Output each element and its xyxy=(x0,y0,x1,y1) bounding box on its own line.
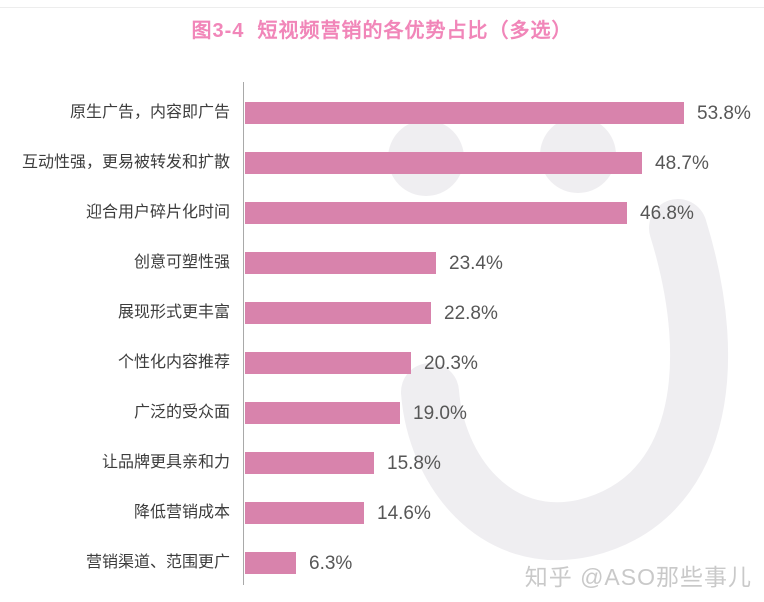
watermark-credit: 知乎 @ASO那些事儿 xyxy=(524,564,752,590)
category-label: 个性化内容推荐 xyxy=(117,354,230,371)
bar xyxy=(245,102,684,124)
value-label: 19.0% xyxy=(413,403,467,424)
category-label: 让品牌更具亲和力 xyxy=(101,454,230,471)
value-label: 20.3% xyxy=(424,353,478,374)
category-label: 降低营销成本 xyxy=(133,504,230,521)
chart-title: 图3-4 短视频营销的各优势占比（多选） xyxy=(191,20,573,42)
bar xyxy=(245,552,296,574)
bar xyxy=(245,252,436,274)
value-label: 15.8% xyxy=(387,453,441,474)
value-label: 22.8% xyxy=(444,303,498,324)
top-divider xyxy=(0,7,764,8)
category-label: 互动性强，更易被转发和扩散 xyxy=(21,154,230,171)
category-label: 广泛的受众面 xyxy=(133,404,230,421)
category-label: 原生广告，内容即广告 xyxy=(69,104,230,121)
value-label: 6.3% xyxy=(309,553,353,574)
bar xyxy=(245,202,627,224)
bar xyxy=(245,302,431,324)
bar xyxy=(245,152,642,174)
category-label: 展现形式更丰富 xyxy=(117,304,230,321)
value-label: 46.8% xyxy=(640,203,694,224)
value-label: 48.7% xyxy=(655,153,709,174)
bar xyxy=(245,452,374,474)
bar xyxy=(245,502,364,524)
category-label: 营销渠道、范围更广 xyxy=(85,554,230,571)
watermark-u-shape-icon xyxy=(401,199,729,561)
category-label: 创意可塑性强 xyxy=(133,254,230,271)
value-label: 14.6% xyxy=(377,503,431,524)
value-label: 23.4% xyxy=(449,253,503,274)
y-axis-line xyxy=(243,82,244,585)
bar xyxy=(245,402,400,424)
category-label: 迎合用户碎片化时间 xyxy=(85,204,230,221)
value-label: 53.8% xyxy=(697,103,751,124)
bar xyxy=(245,352,411,374)
